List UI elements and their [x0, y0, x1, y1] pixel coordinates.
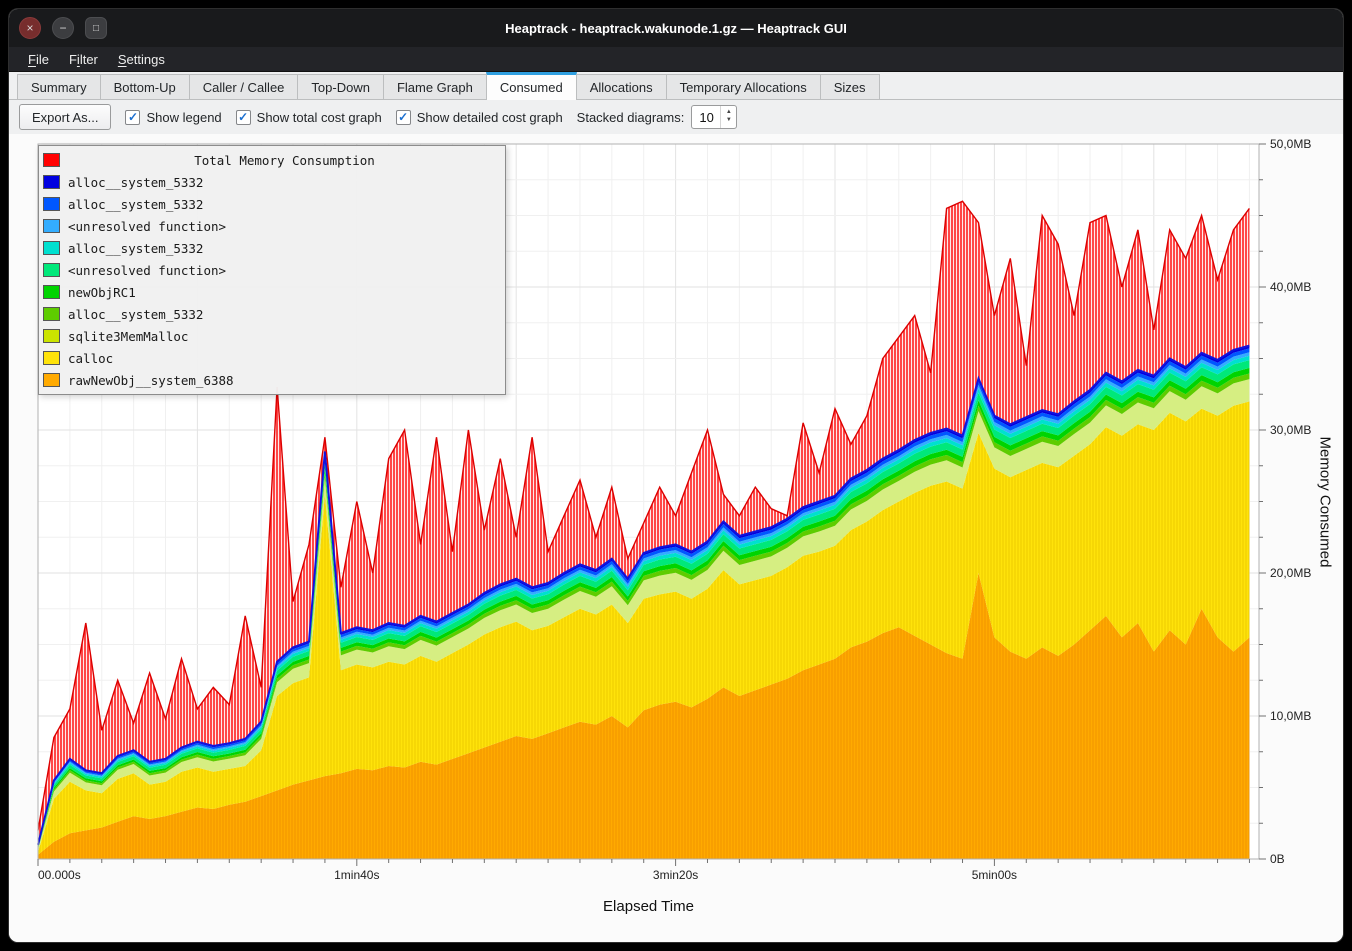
title-bar: × − □ Heaptrack - heaptrack.wakunode.1.g… — [9, 9, 1343, 47]
legend-label: alloc__system_5332 — [68, 306, 204, 322]
legend-item: alloc__system_5332 — [43, 193, 501, 215]
checkbox-label: Show total cost graph — [256, 109, 382, 125]
stacked-diagrams-value[interactable]: 10 — [699, 109, 714, 125]
legend-label: Total Memory Consumption — [194, 152, 375, 168]
y-tick-label: 50,0MB — [1270, 137, 1311, 151]
legend-item: alloc__system_5332 — [43, 171, 501, 193]
close-icon[interactable]: × — [19, 17, 41, 39]
minimize-icon[interactable]: − — [52, 17, 74, 39]
spinner-up-icon[interactable]: ▲ — [725, 109, 732, 116]
legend-swatch — [43, 241, 60, 255]
legend-swatch — [43, 175, 60, 189]
chart-area: 00.000s 1min40s 3min20s 5min00s 0B 10,0MB 20,0… — [9, 134, 1344, 942]
tab-temporary-allocations[interactable]: Temporary Allocations — [665, 74, 821, 99]
legend-item: <unresolved function> — [43, 259, 501, 281]
legend-swatch — [43, 351, 60, 365]
legend-label: alloc__system_5332 — [68, 174, 204, 190]
legend-label: newObjRC1 — [68, 284, 136, 300]
checkbox-show-detailed-cost-graph[interactable]: ✓ Show detailed cost graph — [395, 109, 563, 125]
legend-item: alloc__system_5332 — [43, 303, 501, 325]
tab-flame-graph[interactable]: Flame Graph — [382, 74, 487, 99]
legend-label: alloc__system_5332 — [68, 240, 204, 256]
stacked-bands — [38, 201, 1250, 859]
tab-bar: Summary Bottom-Up Caller / Callee Top-Down F… — [9, 72, 1343, 100]
maximize-icon[interactable]: □ — [85, 17, 107, 39]
legend-swatch — [43, 219, 60, 233]
legend-swatch — [43, 153, 60, 167]
x-tick-label: 1min40s — [334, 868, 379, 882]
stacked-diagrams-label: Stacked diagrams: — [576, 109, 685, 125]
legend-swatch — [43, 373, 60, 387]
stack-top-line — [37, 344, 1250, 845]
checkbox-check-icon[interactable]: ✓ — [125, 109, 141, 125]
checkbox-check-icon[interactable]: ✓ — [395, 109, 411, 125]
legend-label: <unresolved function> — [68, 218, 227, 234]
tab-top-down[interactable]: Top-Down — [297, 74, 384, 99]
stacked-diagrams-control: Stacked diagrams: 10 ▲ ▼ — [577, 105, 738, 129]
x-tick-label: 00.000s — [38, 868, 81, 882]
legend-item: alloc__system_5332 — [43, 237, 501, 259]
legend-label: <unresolved function> — [68, 262, 227, 278]
y-tick-label: 30,0MB — [1270, 423, 1311, 437]
y-tick-label: 40,0MB — [1270, 280, 1311, 294]
axis-ticks — [37, 143, 1266, 866]
legend-item: newObjRC1 — [43, 281, 501, 303]
tab-caller-callee[interactable]: Caller / Callee — [188, 74, 299, 99]
legend-item: <unresolved function> — [43, 215, 501, 237]
total-consumption-area — [38, 201, 1250, 845]
legend-swatch — [43, 307, 60, 321]
legend-label: alloc__system_5332 — [68, 196, 204, 212]
legend-item: rawNewObj__system_6388 — [43, 369, 501, 391]
checkbox-check-icon[interactable]: ✓ — [235, 109, 251, 125]
y-tick-label: 0B — [1270, 852, 1285, 866]
band-calloc — [38, 401, 1250, 855]
toolbar: Export As... ✓ Show legend ✓ Show total cos… — [9, 100, 1343, 134]
tab-bottom-up[interactable]: Bottom-Up — [99, 74, 190, 99]
legend-label: sqlite3MemMalloc — [68, 328, 189, 344]
window-title: Heaptrack - heaptrack.wakunode.1.gz — He… — [505, 20, 847, 36]
checkbox-show-legend[interactable]: ✓ Show legend — [125, 109, 222, 125]
app-window: × − □ Heaptrack - heaptrack.wakunode.1.g… — [8, 8, 1344, 943]
band-sqlite3memmalloc-0 — [38, 379, 1250, 852]
tab-allocations[interactable]: Allocations — [575, 74, 667, 99]
total-consumption-line — [37, 200, 1250, 831]
tab-consumed[interactable]: Consumed — [485, 72, 577, 100]
stacked-diagrams-spinbox[interactable]: 10 ▲ ▼ — [691, 105, 738, 129]
legend-item: calloc — [43, 347, 501, 369]
legend-swatch — [43, 197, 60, 211]
x-tick-label: 3min20s — [653, 868, 698, 882]
x-tick-label: 5min00s — [972, 868, 1017, 882]
checkbox-group: ✓ Show legend ✓ Show total cost graph ✓ Show … — [125, 109, 563, 125]
checkbox-label: Show legend — [146, 109, 222, 125]
x-axis-title: Elapsed Time — [603, 898, 694, 915]
spinner-down-icon[interactable]: ▼ — [725, 117, 732, 123]
legend-label: rawNewObj__system_6388 — [68, 372, 234, 388]
legend-swatch — [43, 263, 60, 277]
legend-title-row: Total Memory Consumption — [43, 149, 501, 171]
y-tick-label: 20,0MB — [1270, 566, 1311, 580]
export-as-button[interactable]: Export As... — [19, 104, 112, 130]
menu-item-file[interactable]: File — [28, 51, 49, 67]
legend-item: sqlite3MemMalloc — [43, 325, 501, 347]
legend-swatch — [43, 285, 60, 299]
spinner-arrows: ▲ ▼ — [720, 106, 736, 128]
legend-label: calloc — [68, 350, 114, 366]
chart-legend: Total Memory Consumption alloc__system_53… — [38, 145, 506, 395]
tab-summary[interactable]: Summary — [17, 74, 101, 99]
checkbox-label: Show detailed cost graph — [416, 109, 563, 125]
legend-swatch — [43, 329, 60, 343]
y-tick-label: 10,0MB — [1270, 709, 1311, 723]
menu-item-settings[interactable]: Settings — [117, 51, 165, 67]
window-controls: × − □ — [19, 17, 107, 39]
menu-bar: File Filter Settings — [9, 47, 1343, 72]
chart-canvas[interactable]: 00.000s 1min40s 3min20s 5min00s 0B 10,0MB 20,0… — [9, 134, 1344, 894]
band-rawnewobj-system-6388 — [38, 573, 1250, 859]
y-axis-title: Memory Consumed — [1316, 436, 1334, 568]
tab-sizes[interactable]: Sizes — [819, 74, 880, 99]
checkbox-show-total-cost-graph[interactable]: ✓ Show total cost graph — [235, 109, 382, 125]
menu-item-filter[interactable]: Filter — [68, 51, 98, 67]
axis-labels: 00.000s 1min40s 3min20s 5min00s 0B 10,0MB 20,0… — [38, 137, 1311, 882]
